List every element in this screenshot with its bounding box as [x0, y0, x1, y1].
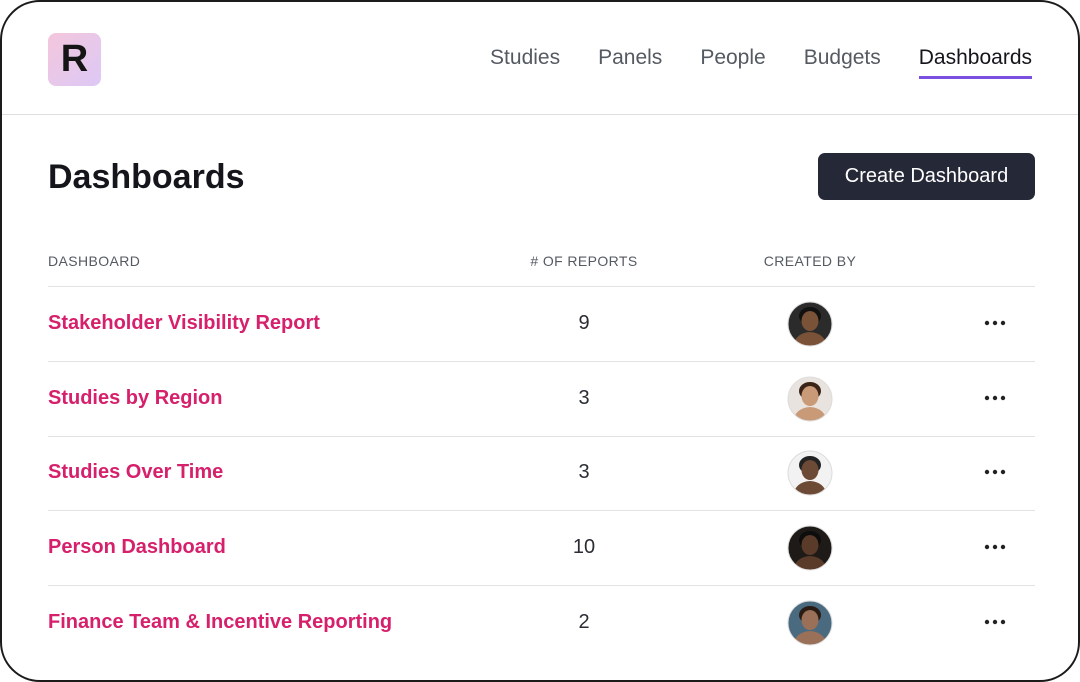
column-header: # OF REPORTS [530, 253, 638, 269]
report-count: 10 [572, 536, 596, 559]
table-row[interactable]: Stakeholder Visibility Report 9 [48, 287, 1035, 362]
logo[interactable]: R [48, 33, 101, 86]
dashboard-name[interactable]: Finance Team & Incentive Reporting [48, 610, 393, 633]
row-menu[interactable] [984, 613, 1006, 631]
more-icon[interactable] [984, 319, 1006, 327]
nav-link[interactable]: Budgets [803, 46, 881, 69]
avatar-image [787, 450, 833, 496]
report-count: 2 [578, 610, 590, 633]
report-count: 9 [578, 312, 590, 334]
creator-avatar [787, 450, 833, 501]
dashboard-name[interactable]: Stakeholder Visibility Report [48, 312, 320, 334]
column-header: DASHBOARD [48, 253, 141, 269]
avatar-image [787, 525, 833, 571]
table-row[interactable]: Studies by Region 3 [48, 362, 1035, 437]
dashboard-name[interactable]: Studies by Region [48, 386, 223, 409]
report-count: 3 [578, 386, 590, 409]
report-count: 3 [578, 461, 590, 484]
table-row[interactable]: Studies Over Time 3 [48, 436, 1035, 512]
row-menu[interactable] [984, 538, 1006, 556]
avatar-image [787, 301, 833, 347]
creator-avatar [787, 301, 833, 352]
top-nav: Studies Panels People Budgets Dashboards [490, 46, 1032, 79]
nav-link[interactable]: Studies [490, 46, 561, 69]
more-icon[interactable] [984, 394, 1006, 402]
row-menu[interactable] [984, 314, 1006, 332]
table-row[interactable]: Person Dashboard 10 [48, 511, 1035, 587]
more-icon[interactable] [984, 618, 1006, 626]
more-icon[interactable] [984, 468, 1006, 476]
row-menu[interactable] [984, 463, 1006, 481]
nav-link[interactable]: Dashboards [918, 46, 1032, 79]
creator-avatar [787, 600, 833, 651]
table-header: DASHBOARD # OF REPORTS CREATED BY [48, 253, 1035, 287]
nav-link[interactable]: People [700, 46, 766, 69]
dashboard-name[interactable]: Studies Over Time [48, 461, 224, 484]
creator-avatar [787, 525, 833, 576]
row-menu[interactable] [984, 389, 1006, 407]
creator-avatar [787, 376, 833, 427]
column-header: CREATED BY [763, 253, 857, 269]
nav-link[interactable]: Panels [598, 46, 663, 69]
avatar-image [787, 600, 833, 646]
dashboard-name[interactable]: Person Dashboard [48, 536, 226, 559]
page-title: Dashboards [48, 158, 245, 196]
table-row[interactable]: Finance Team & Incentive Reporting 2 [48, 586, 1035, 660]
create-button[interactable]: Create Dashboard [818, 153, 1035, 200]
header-divider [2, 114, 1078, 115]
more-icon[interactable] [984, 543, 1006, 551]
avatar-image [787, 376, 833, 422]
